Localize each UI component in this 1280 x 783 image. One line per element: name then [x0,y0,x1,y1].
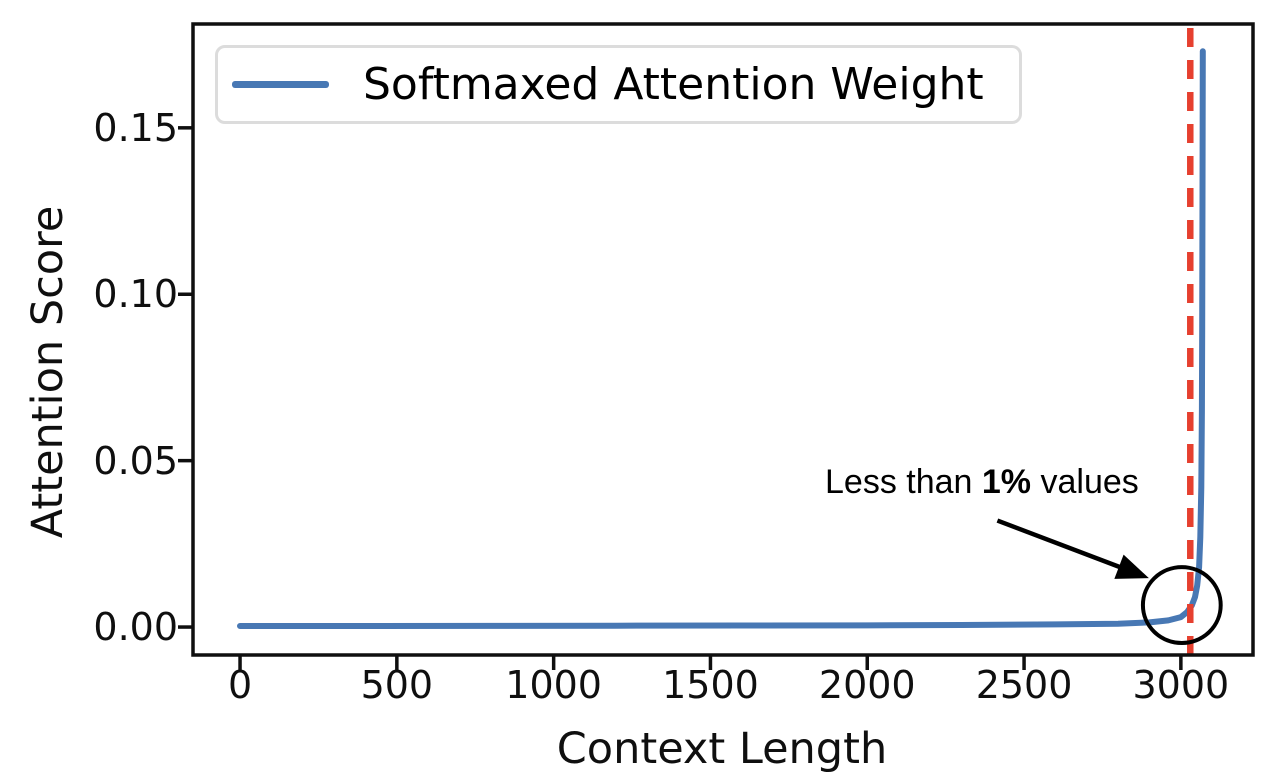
annotation-text-bold: 1% [981,463,1032,501]
plot-border [191,22,1255,657]
annotation-text-suffix: values [1031,463,1139,501]
y-tick-label: 0.10 [93,272,178,317]
x-tick-label: 2500 [975,663,1073,707]
arrow-shaft [996,518,1126,571]
x-tick-label: 2000 [818,663,916,707]
y-tick-label: 0.05 [93,438,178,483]
highlight-circle [1140,565,1223,646]
series-line [237,48,1206,629]
x-tick-label: 0 [227,663,253,707]
legend: Softmaxed Attention Weight [215,45,1022,124]
legend-label: Softmaxed Attention Weight [363,59,984,110]
x-tick-label: 1500 [662,663,759,707]
y-axis-label: Attention Score [23,205,73,539]
arrow-head [1114,554,1149,579]
x-tick-label: 500 [360,663,434,707]
annotation-text: Less than 1% values [825,463,1139,502]
y-tick-label: 0.00 [93,605,178,650]
y-tick-label: 0.15 [93,105,178,150]
x-axis-label: Context Length [556,724,888,774]
legend-line-sample [232,81,329,88]
annotation-text-prefix: Less than [825,463,982,501]
x-tick-label: 3000 [1132,663,1230,707]
x-tick-label: 1000 [505,663,602,707]
